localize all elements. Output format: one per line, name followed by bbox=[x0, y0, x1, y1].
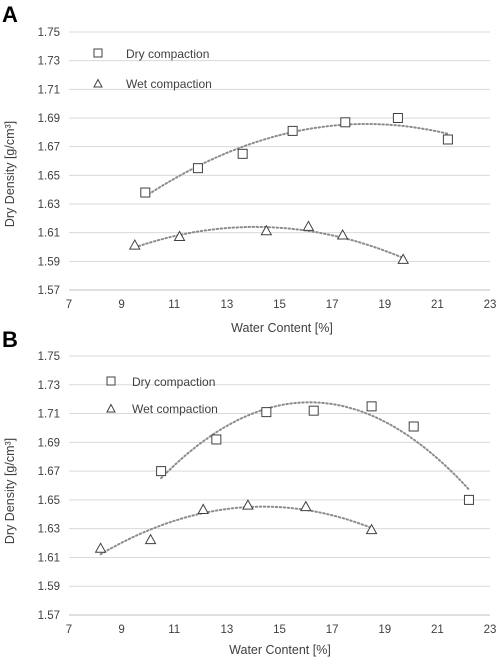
wet-compaction-point bbox=[173, 230, 186, 241]
y-tick-label: 1.67 bbox=[38, 466, 60, 478]
wet-compaction-point bbox=[94, 542, 107, 553]
panel-b-x-axis-label: Water Content [%] bbox=[229, 643, 331, 657]
wet-compaction-trendline bbox=[99, 505, 373, 556]
x-tick-label: 9 bbox=[118, 299, 124, 311]
legend-square-marker bbox=[93, 48, 103, 58]
panel-a-legend: Dry compaction Wet compaction bbox=[93, 47, 212, 91]
panel-a-y-axis-label: Dry Density [g/cm³] bbox=[3, 121, 17, 227]
y-tick-label: 1.61 bbox=[38, 228, 60, 240]
x-tick-label: 17 bbox=[326, 299, 339, 311]
x-tick-label: 21 bbox=[431, 299, 444, 311]
x-tick-label: 13 bbox=[220, 624, 233, 636]
y-tick-label: 1.57 bbox=[38, 285, 60, 297]
y-tick-label: 1.75 bbox=[38, 27, 60, 39]
y-tick-label: 1.67 bbox=[38, 142, 60, 154]
legend-wet-compaction: Wet compaction bbox=[132, 402, 218, 416]
dry-compaction-point bbox=[308, 405, 319, 416]
panel-a-markers bbox=[128, 113, 453, 264]
x-tick-label: 15 bbox=[273, 299, 286, 311]
wet-compaction-point bbox=[242, 499, 254, 510]
x-tick-label: 17 bbox=[326, 624, 339, 636]
x-tick-label: 23 bbox=[484, 624, 497, 636]
y-tick-label: 1.57 bbox=[38, 610, 60, 622]
panel-a-label: A bbox=[2, 2, 18, 27]
dry-compaction-point bbox=[140, 187, 151, 198]
wet-compaction-point bbox=[197, 503, 210, 514]
panel-b-label: B bbox=[2, 327, 18, 352]
panel-a: A 1.571.591.611.631.651.671.691.711.731.… bbox=[2, 2, 496, 335]
dry-compaction-point bbox=[442, 134, 453, 145]
x-tick-label: 13 bbox=[220, 299, 233, 311]
wet-compaction-point bbox=[260, 224, 273, 236]
y-tick-label: 1.65 bbox=[38, 170, 60, 182]
dry-compaction-point bbox=[211, 434, 222, 445]
y-tick-label: 1.63 bbox=[38, 524, 60, 536]
dry-compaction-point bbox=[392, 113, 403, 123]
dry-compaction-point bbox=[463, 494, 474, 505]
wet-compaction-point bbox=[302, 220, 315, 231]
x-tick-label: 11 bbox=[168, 624, 180, 636]
x-tick-label: 19 bbox=[378, 299, 391, 311]
legend-triangle-marker bbox=[106, 403, 116, 413]
panel-b-legend: Dry compaction Wet compaction bbox=[106, 375, 218, 416]
x-tick-label: 15 bbox=[273, 624, 286, 636]
y-tick-label: 1.71 bbox=[38, 409, 60, 421]
y-tick-label: 1.69 bbox=[38, 437, 60, 449]
panel-a-grid bbox=[69, 31, 490, 291]
y-tick-label: 1.69 bbox=[38, 113, 60, 125]
y-tick-label: 1.65 bbox=[38, 495, 60, 507]
x-tick-label: 9 bbox=[118, 624, 124, 636]
y-tick-label: 1.75 bbox=[38, 351, 60, 363]
y-tick-label: 1.73 bbox=[38, 380, 60, 392]
panel-b-ticks: 1.57 1.59 1.61 1.63 1.65 1.67 1.69 1.71 1.73 1.75… bbox=[38, 351, 497, 636]
panel-b-markers bbox=[94, 401, 474, 553]
legend-square-marker bbox=[106, 376, 116, 386]
dry-compaction-point bbox=[340, 117, 351, 128]
y-tick-label: 1.63 bbox=[38, 199, 60, 211]
x-tick-label: 7 bbox=[66, 624, 72, 636]
x-tick-label: 7 bbox=[66, 299, 72, 311]
x-tick-label: 19 bbox=[378, 624, 391, 636]
dry-compaction-point bbox=[261, 407, 272, 418]
dry-compaction-point bbox=[237, 148, 248, 159]
legend-dry-compaction: Dry compaction bbox=[132, 375, 215, 389]
legend-triangle-marker bbox=[93, 78, 103, 88]
y-tick-label: 1.71 bbox=[38, 84, 60, 96]
x-tick-label: 23 bbox=[484, 299, 497, 311]
y-tick-label: 1.73 bbox=[38, 56, 60, 68]
wet-compaction-point bbox=[397, 253, 410, 264]
legend-wet-compaction: Wet compaction bbox=[126, 77, 212, 91]
dry-compaction-point bbox=[366, 401, 377, 412]
panel-a-x-axis-label: Water Content [%] bbox=[231, 321, 333, 335]
dry-compaction-point bbox=[287, 125, 298, 136]
legend-dry-compaction: Dry compaction bbox=[126, 47, 209, 61]
y-tick-label: 1.59 bbox=[38, 256, 60, 268]
panel-b: B 1.571.591.611.631.651.671.691.711.731.… bbox=[2, 327, 496, 657]
wet-compaction-point bbox=[365, 523, 378, 535]
panel-a-ticks: 1.57 1.59 1.61 1.63 1.65 1.67 1.69 1.71 1.73 1.75… bbox=[38, 27, 497, 311]
dry-compaction-point bbox=[408, 421, 419, 432]
wet-compaction-point bbox=[144, 533, 157, 545]
panel-b-y-axis-label: Dry Density [g/cm³] bbox=[3, 438, 17, 544]
x-tick-label: 21 bbox=[431, 624, 444, 636]
y-tick-label: 1.61 bbox=[38, 552, 60, 564]
wet-compaction-point bbox=[299, 500, 312, 512]
dry-compaction-point bbox=[192, 163, 203, 174]
x-tick-label: 11 bbox=[168, 299, 180, 311]
panel-b-grid bbox=[69, 355, 490, 616]
y-tick-label: 1.59 bbox=[38, 581, 60, 593]
dry-compaction-point bbox=[156, 466, 167, 477]
wet-compaction-point bbox=[336, 229, 349, 240]
wet-compaction-point bbox=[128, 239, 141, 250]
